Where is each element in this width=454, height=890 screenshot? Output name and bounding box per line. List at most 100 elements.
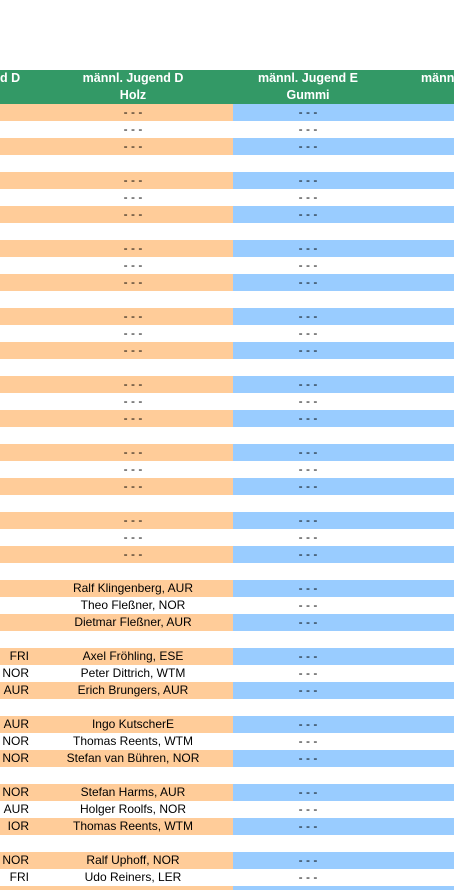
cell-col0[interactable] bbox=[0, 529, 33, 546]
cell-col2[interactable]: - - - bbox=[233, 189, 454, 206]
cell-col0[interactable] bbox=[0, 138, 33, 155]
cell-col0[interactable] bbox=[0, 308, 33, 325]
cell-col2[interactable]: - - - bbox=[233, 597, 454, 614]
header-cell-3[interactable]: männ bbox=[383, 70, 454, 104]
cell-col0[interactable]: rst, AUR bbox=[0, 801, 33, 818]
cell-col1[interactable]: Axel Fröhling, ESE bbox=[33, 648, 233, 665]
cell-col1[interactable]: Erich Brungers, AUR bbox=[33, 682, 233, 699]
cell-col2[interactable]: - - - bbox=[233, 274, 454, 291]
cell-col0[interactable]: NOR bbox=[0, 750, 33, 767]
cell-col2[interactable]: - - - bbox=[233, 172, 454, 189]
cell-col1[interactable]: - - - bbox=[33, 546, 233, 563]
cell-col1[interactable]: - - - bbox=[33, 274, 233, 291]
cell-col1[interactable]: Thomas Reents, WTM bbox=[33, 818, 233, 835]
cell-col2[interactable]: - - - bbox=[233, 665, 454, 682]
cell-col1[interactable]: - - - bbox=[33, 206, 233, 223]
cell-col1[interactable]: - - - bbox=[33, 138, 233, 155]
cell-col1[interactable]: Stefan van Bühren, NOR bbox=[33, 750, 233, 767]
cell-col0[interactable] bbox=[0, 461, 33, 478]
cell-col0[interactable] bbox=[0, 597, 33, 614]
cell-col0[interactable] bbox=[0, 189, 33, 206]
cell-col1[interactable]: Peter Dittrich, WTM bbox=[33, 665, 233, 682]
cell-col2[interactable]: - - - bbox=[233, 580, 454, 597]
cell-col0[interactable] bbox=[0, 614, 33, 631]
cell-col2[interactable]: - - - bbox=[233, 393, 454, 410]
cell-col0[interactable] bbox=[0, 172, 33, 189]
cell-col2[interactable]: - - - bbox=[233, 716, 454, 733]
cell-col1[interactable]: - - - bbox=[33, 376, 233, 393]
cell-col0[interactable] bbox=[0, 121, 33, 138]
cell-col1[interactable]: - - - bbox=[33, 325, 233, 342]
cell-col0[interactable]: NOR bbox=[0, 784, 33, 801]
cell-col1[interactable]: - - - bbox=[33, 121, 233, 138]
cell-col2[interactable]: - - - bbox=[233, 104, 454, 121]
cell-col0[interactable]: FRI bbox=[0, 869, 33, 886]
cell-col0[interactable] bbox=[0, 257, 33, 274]
cell-col2[interactable]: - - - bbox=[233, 852, 454, 869]
cell-col0[interactable] bbox=[0, 478, 33, 495]
cell-col1[interactable]: - - - bbox=[33, 444, 233, 461]
header-cell-0[interactable]: d D bbox=[0, 70, 33, 104]
cell-col2[interactable]: - - - bbox=[233, 614, 454, 631]
cell-col1[interactable]: Theo Fleßner, NOR bbox=[33, 597, 233, 614]
cell-col1[interactable]: Udo Reiners, LER bbox=[33, 869, 233, 886]
cell-col1[interactable]: Thomas Reents, WTM bbox=[33, 733, 233, 750]
cell-col2[interactable]: - - - bbox=[233, 325, 454, 342]
cell-col0[interactable]: FRI bbox=[0, 648, 33, 665]
cell-col2[interactable]: - - - bbox=[233, 682, 454, 699]
cell-col2[interactable]: - - - bbox=[233, 257, 454, 274]
cell-col0[interactable] bbox=[0, 325, 33, 342]
cell-col2[interactable]: - - - bbox=[233, 121, 454, 138]
cell-col0[interactable] bbox=[0, 393, 33, 410]
cell-col2[interactable]: - - - bbox=[233, 342, 454, 359]
cell-col0[interactable] bbox=[0, 240, 33, 257]
cell-col1[interactable]: - - - bbox=[33, 478, 233, 495]
cell-col0[interactable] bbox=[0, 444, 33, 461]
cell-col2[interactable]: - - - bbox=[233, 478, 454, 495]
cell-col1[interactable]: Ralf Uphoff, NOR bbox=[33, 852, 233, 869]
cell-col1[interactable]: - - - bbox=[33, 342, 233, 359]
cell-col1[interactable]: Dietmar Fleßner, AUR bbox=[33, 614, 233, 631]
cell-col1[interactable]: - - - bbox=[33, 529, 233, 546]
cell-col2[interactable]: - - - bbox=[233, 512, 454, 529]
cell-col1[interactable] bbox=[33, 886, 233, 890]
cell-col1[interactable]: Holger Roolfs, NOR bbox=[33, 801, 233, 818]
cell-col1[interactable]: Stefan Harms, AUR bbox=[33, 784, 233, 801]
cell-col0[interactable] bbox=[0, 546, 33, 563]
cell-col1[interactable]: - - - bbox=[33, 240, 233, 257]
cell-col1[interactable]: - - - bbox=[33, 461, 233, 478]
cell-col0[interactable]: NOR bbox=[0, 733, 33, 750]
cell-col2[interactable]: - - - bbox=[233, 376, 454, 393]
cell-col0[interactable] bbox=[0, 274, 33, 291]
cell-col1[interactable]: - - - bbox=[33, 308, 233, 325]
cell-col2[interactable]: - - - bbox=[233, 308, 454, 325]
cell-col2[interactable]: - - - bbox=[233, 869, 454, 886]
cell-col2[interactable]: - - - bbox=[233, 138, 454, 155]
cell-col2[interactable]: - - - bbox=[233, 444, 454, 461]
cell-col0[interactable] bbox=[0, 512, 33, 529]
cell-col0[interactable]: IOR bbox=[0, 818, 33, 835]
cell-col1[interactable]: - - - bbox=[33, 410, 233, 427]
cell-col1[interactable]: - - - bbox=[33, 257, 233, 274]
cell-col2[interactable] bbox=[233, 886, 454, 890]
cell-col2[interactable]: - - - bbox=[233, 410, 454, 427]
cell-col0[interactable] bbox=[0, 342, 33, 359]
cell-col0[interactable] bbox=[0, 104, 33, 121]
cell-col0[interactable] bbox=[0, 886, 33, 890]
cell-col0[interactable] bbox=[0, 410, 33, 427]
cell-col0[interactable]: NOR bbox=[0, 665, 33, 682]
cell-col2[interactable]: - - - bbox=[233, 750, 454, 767]
cell-col1[interactable]: - - - bbox=[33, 393, 233, 410]
cell-col2[interactable]: - - - bbox=[233, 733, 454, 750]
cell-col1[interactable]: - - - bbox=[33, 189, 233, 206]
cell-col2[interactable]: - - - bbox=[233, 648, 454, 665]
cell-col0[interactable]: AUR bbox=[0, 682, 33, 699]
cell-col2[interactable]: - - - bbox=[233, 801, 454, 818]
cell-col0[interactable] bbox=[0, 376, 33, 393]
cell-col2[interactable]: - - - bbox=[233, 240, 454, 257]
cell-col0[interactable]: NOR bbox=[0, 852, 33, 869]
cell-col1[interactable]: - - - bbox=[33, 512, 233, 529]
cell-col1[interactable]: - - - bbox=[33, 104, 233, 121]
cell-col2[interactable]: - - - bbox=[233, 461, 454, 478]
cell-col0[interactable]: AUR bbox=[0, 716, 33, 733]
